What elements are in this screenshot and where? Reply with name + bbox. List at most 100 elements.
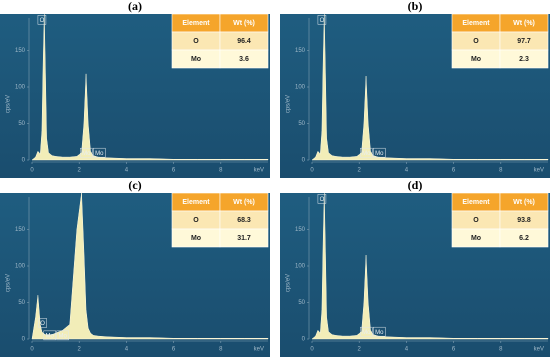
table-cell xyxy=(499,49,549,69)
peak-label-box xyxy=(93,147,106,158)
x-axis-label: keV xyxy=(534,347,544,353)
x-tick-label: 8 xyxy=(219,168,223,174)
table-cell xyxy=(219,49,269,69)
x-tick-label: 6 xyxy=(452,168,456,174)
peak-label: Mo xyxy=(82,151,91,157)
x-tick-label: 6 xyxy=(172,168,176,174)
panel: (a) 0 50 100 150 0 2 4 6 8 keV cps/eV O Mo Mo Element Wt… xyxy=(0,0,270,178)
table-text: Mo xyxy=(471,235,481,242)
peak-label: O xyxy=(40,18,45,24)
table-text: O xyxy=(193,38,199,45)
table-text: Mo xyxy=(191,235,201,242)
x-axis-label: keV xyxy=(534,168,544,174)
peak-label-box xyxy=(373,326,386,337)
spectrum xyxy=(311,14,549,161)
table-header: Element xyxy=(182,20,210,27)
peak-label: Mo xyxy=(362,330,371,336)
table-header: Wt (%) xyxy=(233,199,255,206)
peak-label-box xyxy=(360,326,373,337)
table-cell xyxy=(219,228,269,248)
y-tick-label: 100 xyxy=(295,264,306,270)
y-axis-label: cps/eV xyxy=(286,274,292,292)
panel-label: (c) xyxy=(128,178,141,192)
panel-label: (d) xyxy=(408,178,423,192)
peak-label: Mo xyxy=(375,151,384,157)
peak-label-box xyxy=(373,147,386,158)
x-tick-label: 6 xyxy=(172,347,176,353)
table-cell xyxy=(499,228,549,248)
x-axis-label: keV xyxy=(254,168,264,174)
y-tick-label: 50 xyxy=(18,121,25,127)
table-text: Mo xyxy=(471,56,481,63)
peak-label: Mo xyxy=(362,151,371,157)
table-text: 3.6 xyxy=(239,56,249,63)
x-tick-label: 4 xyxy=(405,168,409,174)
x-tick-label: 2 xyxy=(78,347,82,353)
peak-label: Mo xyxy=(59,333,68,339)
y-tick-label: 100 xyxy=(295,85,306,91)
x-tick-label: 8 xyxy=(219,347,223,353)
y-tick-label: 100 xyxy=(15,85,26,91)
panel: (b) 0 50 100 150 0 2 4 6 8 keV cps/eV O Mo Mo Element Wt… xyxy=(280,0,550,178)
table-text: 31.7 xyxy=(237,235,251,242)
peak-label-box xyxy=(360,147,373,158)
table-text: 2.3 xyxy=(519,56,529,63)
x-tick-label: 4 xyxy=(405,347,409,353)
y-tick-label: 0 xyxy=(22,337,26,343)
x-tick-label: 0 xyxy=(30,347,34,353)
peak-label-box xyxy=(38,318,47,328)
x-tick-label: 6 xyxy=(452,347,456,353)
table-text: O xyxy=(473,217,479,224)
peak-label-box xyxy=(43,330,56,341)
table-header: Wt (%) xyxy=(513,20,535,27)
table-header: Element xyxy=(462,199,490,206)
peak-label-box xyxy=(37,15,47,25)
panel: (d) 0 50 100 150 0 2 4 6 8 keV cps/eV O Mo Mo Element Wt… xyxy=(280,178,550,357)
table-text: 97.7 xyxy=(517,38,531,45)
x-tick-label: 8 xyxy=(499,347,503,353)
panel: (c) 0 50 100 150 0 2 4 6 8 keV cps/eV O Mo Mo Element Wt… xyxy=(0,178,270,357)
y-axis-label: cps/eV xyxy=(286,95,292,113)
panel-label: (b) xyxy=(408,0,423,13)
x-tick-label: 2 xyxy=(78,168,82,174)
table-header: Wt (%) xyxy=(513,199,535,206)
x-axis-label: keV xyxy=(254,347,264,353)
y-tick-label: 50 xyxy=(298,121,305,127)
peak-label-box xyxy=(317,194,327,204)
table-text: 6.2 xyxy=(519,235,529,242)
y-tick-label: 150 xyxy=(15,227,26,233)
peak-label: Mo xyxy=(375,330,384,336)
spectrum xyxy=(31,14,269,161)
peak-label: O xyxy=(40,321,45,327)
x-tick-label: 0 xyxy=(310,347,314,353)
table-header: Element xyxy=(182,199,210,206)
table-text: 96.4 xyxy=(237,38,251,45)
x-tick-label: 0 xyxy=(310,168,314,174)
table-text: O xyxy=(193,217,199,224)
x-tick-label: 0 xyxy=(30,168,34,174)
y-tick-label: 150 xyxy=(15,48,26,54)
panel-label: (a) xyxy=(128,0,142,13)
y-tick-label: 50 xyxy=(298,300,305,306)
y-tick-label: 150 xyxy=(295,227,306,233)
peak-label: O xyxy=(320,18,325,24)
y-tick-label: 100 xyxy=(15,264,26,270)
x-tick-label: 8 xyxy=(499,168,503,174)
y-axis-label: cps/eV xyxy=(6,274,12,292)
y-axis-label: cps/eV xyxy=(6,95,12,113)
table-header: Wt (%) xyxy=(233,20,255,27)
table-text: 68.3 xyxy=(237,217,251,224)
peak-label-box xyxy=(80,147,93,158)
spectrum xyxy=(31,193,269,340)
x-tick-label: 4 xyxy=(125,168,129,174)
y-tick-label: 0 xyxy=(22,158,26,164)
y-tick-label: 0 xyxy=(302,158,306,164)
spectrum xyxy=(311,193,549,340)
peak-label: Mo xyxy=(95,151,104,157)
x-tick-label: 4 xyxy=(125,347,129,353)
y-tick-label: 150 xyxy=(295,48,306,54)
table-header: Element xyxy=(462,20,490,27)
x-tick-label: 2 xyxy=(358,168,362,174)
y-tick-label: 50 xyxy=(18,300,25,306)
